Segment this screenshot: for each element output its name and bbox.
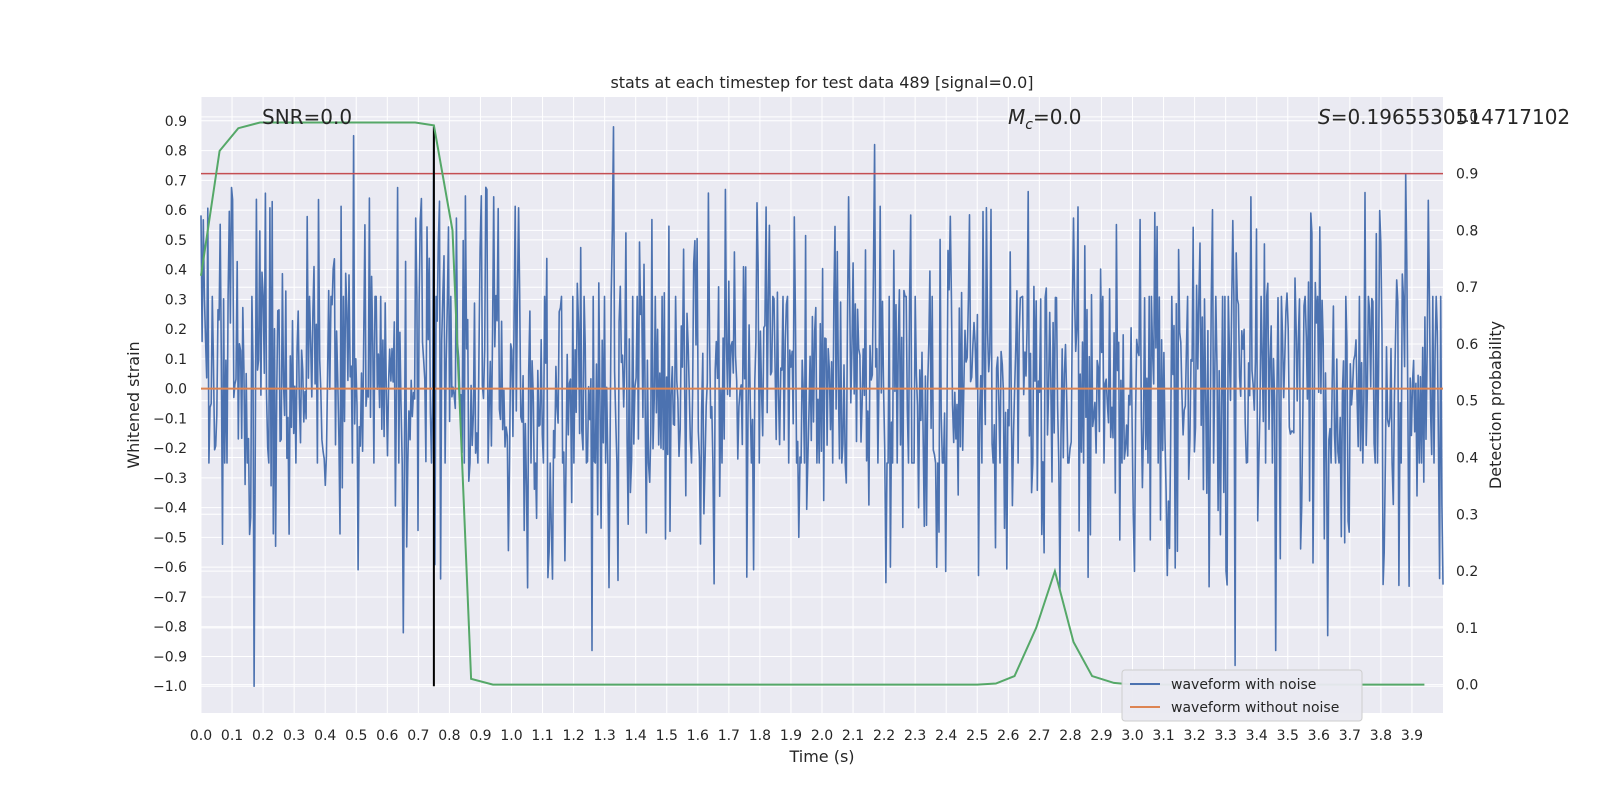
x-tick-label: 3.6 (1308, 728, 1330, 744)
y-tick-label: 0.5 (165, 233, 187, 249)
mc-annotation: Mc=0.0 (1008, 105, 1082, 133)
s-annotation: S=0.19655305147171​02 (1318, 105, 1570, 129)
x-tick-label: 2.5 (966, 728, 988, 744)
legend-label-clean: waveform without noise (1171, 700, 1339, 716)
x-tick-label: 0.1 (221, 728, 243, 744)
y-tick-label: −0.7 (153, 590, 187, 606)
x-tick-label: 2.6 (997, 728, 1019, 744)
x-tick-label: 2.3 (904, 728, 926, 744)
x-tick-label: 1.8 (749, 728, 771, 744)
y2-tick-label: 0.7 (1456, 280, 1478, 296)
x-tick-label: 3.9 (1401, 728, 1423, 744)
x-tick-label: 2.0 (811, 728, 833, 744)
x-tick-label: 2.7 (1028, 728, 1050, 744)
x-tick-label: 0.4 (314, 728, 336, 744)
x-tick-label: 0.8 (438, 728, 460, 744)
y-tick-labels: 0.9 0.8 0.7 0.6 0.5 0.4 0.3 0.2 0.1 0.0 −0.1 −0.2 −0… (153, 114, 187, 695)
legend-box (1121, 669, 1363, 722)
y2-tick-label: 0.3 (1456, 507, 1478, 523)
y-tick-label: 0.9 (165, 114, 187, 130)
mc-value: =0.0 (1033, 105, 1082, 129)
y-tick-label: 0.6 (165, 203, 187, 219)
y2-tick-label: 0.0 (1456, 678, 1478, 694)
y-tick-label: 0.2 (165, 322, 187, 338)
y2-tick-label: 0.1 (1456, 621, 1478, 637)
x-tick-label: 1.0 (500, 728, 522, 744)
x-tick-label: 3.4 (1246, 728, 1268, 744)
x-tick-label: 3.8 (1370, 728, 1392, 744)
y-tick-label: −0.4 (153, 501, 187, 517)
y2-tick-labels: 1.0 0.9 0.8 0.7 0.6 0.5 0.4 0.3 0.2 0.1 0.0 (1456, 110, 1478, 694)
x-tick-label: 0.3 (283, 728, 305, 744)
x-tick-label: 2.9 (1090, 728, 1112, 744)
snr-annotation: SNR=0.0 (262, 105, 352, 129)
x-tick-label: 3.2 (1183, 728, 1205, 744)
y-tick-label: 0.4 (165, 263, 187, 279)
x-tick-label: 2.1 (842, 728, 864, 744)
y2-tick-label: 0.6 (1456, 337, 1478, 353)
y2-tick-label: 1.0 (1456, 110, 1478, 126)
probability-series-line (200, 121, 1425, 686)
x-tick-label: 1.2 (562, 728, 584, 744)
y2-tick-label: 0.8 (1456, 223, 1478, 239)
y-tick-label: −0.8 (153, 620, 187, 636)
x-tick-label: 2.8 (1059, 728, 1081, 744)
x-tick-label: 0.6 (376, 728, 398, 744)
noise-series (200, 126, 1444, 688)
x-tick-label: 0.0 (190, 728, 212, 744)
y-tick-label: −0.3 (153, 471, 187, 487)
y-tick-label: 0.3 (165, 292, 187, 308)
y-tick-label: −0.9 (153, 649, 187, 665)
y-tick-label: 0.1 (165, 352, 187, 368)
mc-symbol: M (1008, 105, 1025, 129)
x-tick-label: 1.9 (780, 728, 802, 744)
x-tick-label: 1.3 (594, 728, 616, 744)
x-tick-label: 1.7 (718, 728, 740, 744)
x-tick-label: 3.5 (1277, 728, 1299, 744)
x-tick-label: 0.5 (345, 728, 367, 744)
x-tick-label: 0.9 (469, 728, 491, 744)
y-axis-label: Whitened strain (124, 341, 143, 468)
y-tick-label: 0.7 (165, 173, 187, 189)
x-axis-label: Time (s) (788, 747, 854, 766)
x-tick-label: 1.6 (687, 728, 709, 744)
overlay-lines (200, 121, 1443, 687)
y-tick-label: 0.0 (165, 382, 187, 398)
y-tick-label: 0.8 (165, 144, 187, 160)
x-tick-label: 0.2 (252, 728, 274, 744)
x-tick-labels: 0.0 0.1 0.2 0.3 0.4 0.5 0.6 0.7 0.8 0.9 1.0 1.1 1.2 1… (190, 728, 1423, 744)
x-tick-label: 2.2 (873, 728, 895, 744)
x-tick-label: 1.1 (531, 728, 553, 744)
y2-axis-label: Detection probability (1486, 321, 1505, 489)
y2-tick-label: 0.2 (1456, 564, 1478, 580)
y-tick-label: −1.0 (153, 679, 187, 695)
s-symbol: S (1318, 105, 1331, 129)
x-tick-label: 3.1 (1152, 728, 1174, 744)
x-tick-label: 3.0 (1121, 728, 1143, 744)
legend-label-noise: waveform with noise (1171, 677, 1316, 693)
x-tick-label: 1.5 (656, 728, 678, 744)
y-tick-label: −0.1 (153, 411, 187, 427)
x-tick-label: 3.3 (1215, 728, 1237, 744)
x-tick-label: 1.4 (625, 728, 647, 744)
y2-tick-label: 0.5 (1456, 394, 1478, 410)
x-tick-label: 0.7 (407, 728, 429, 744)
x-tick-label: 3.7 (1339, 728, 1361, 744)
y2-tick-label: 0.9 (1456, 167, 1478, 183)
legend: waveform with noise waveform without noi… (1121, 669, 1363, 722)
y2-tick-label: 0.4 (1456, 451, 1478, 467)
y-tick-label: −0.2 (153, 441, 187, 457)
chart-title: stats at each timestep for test data 489… (610, 73, 1033, 92)
s-value: =0.19655305147171​02 (1331, 105, 1570, 129)
y-tick-label: −0.5 (153, 530, 187, 546)
mc-subscript: c (1025, 117, 1033, 133)
x-tick-label: 2.4 (935, 728, 957, 744)
y-tick-label: −0.6 (153, 560, 187, 576)
noise-series-line (200, 126, 1444, 688)
